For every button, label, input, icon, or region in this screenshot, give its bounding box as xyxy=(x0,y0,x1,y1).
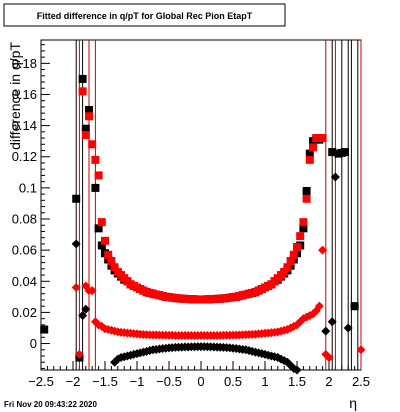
title-frame xyxy=(3,3,286,27)
title-box: Fitted difference in q/pT for Global Rec… xyxy=(3,3,286,27)
y-tick-label: 0.16 xyxy=(12,87,37,102)
square-point xyxy=(107,257,116,266)
diamond-point xyxy=(71,239,81,249)
diamond-point xyxy=(356,345,366,355)
square-point xyxy=(293,243,301,252)
square-point xyxy=(299,218,308,227)
diamond-point xyxy=(78,311,88,321)
diamond-point xyxy=(343,323,353,333)
x-axis-label: η xyxy=(349,395,357,411)
x-tick-label: −0.5 xyxy=(156,374,182,389)
square-point xyxy=(104,250,113,259)
diamond-point xyxy=(318,245,328,255)
square-point xyxy=(88,140,97,149)
diamond-point xyxy=(321,326,331,336)
x-tick-label: 0 xyxy=(197,374,204,389)
square-point xyxy=(91,155,100,164)
diamond-point xyxy=(292,365,302,375)
square-point xyxy=(81,124,90,133)
square-point xyxy=(91,183,100,192)
timestamp-footer: Fri Nov 20 09:43:22 2020 xyxy=(4,400,97,409)
y-tick-label: 0.08 xyxy=(12,212,37,227)
square-point xyxy=(318,134,327,143)
x-tick-label: −2 xyxy=(66,374,81,389)
square-point xyxy=(81,130,90,139)
square-point xyxy=(283,263,292,272)
square-point xyxy=(97,241,106,250)
x-tick-label: −2.5 xyxy=(28,374,54,389)
square-point xyxy=(101,236,109,245)
y-axis: 0 0.02 0.04 0.06 0.08 0.1 0.12 0.14 0.16 0.18 xyxy=(12,44,50,369)
x-tick-label: −1 xyxy=(130,374,145,389)
square-point xyxy=(309,143,317,152)
square-point xyxy=(72,194,81,203)
diamond-point xyxy=(327,317,337,327)
square-point xyxy=(78,74,87,83)
square-point xyxy=(85,112,93,121)
square-point xyxy=(302,194,311,203)
square-point xyxy=(328,148,337,157)
square-point xyxy=(280,267,289,276)
square-point xyxy=(289,250,298,259)
y-tick-label: 0.14 xyxy=(12,118,37,133)
square-point xyxy=(110,263,119,272)
square-point xyxy=(94,171,103,180)
diamond-point xyxy=(74,349,84,359)
y-tick-label: 0 xyxy=(30,336,37,351)
square-point xyxy=(296,232,305,241)
diamond-point xyxy=(324,353,334,363)
square-point xyxy=(305,149,314,158)
square-point xyxy=(40,325,49,334)
x-tick-label: 2.5 xyxy=(352,374,370,389)
data-marks xyxy=(40,40,366,375)
x-tick-label: 1 xyxy=(261,374,268,389)
square-point xyxy=(78,87,87,96)
x-tick-label: −1.5 xyxy=(92,374,118,389)
x-tick-label: 1.5 xyxy=(288,374,306,389)
y-tick-label: 0.18 xyxy=(12,56,37,71)
square-point xyxy=(341,148,349,157)
x-axis: −2.5 −2 −1.5 −1 −0.5 0 0.5 1 1.5 2 2.5 xyxy=(28,361,370,389)
y-tick-label: 0.1 xyxy=(19,180,37,195)
square-point xyxy=(286,257,295,266)
diamond-point xyxy=(314,301,324,311)
diamond-point xyxy=(330,172,340,182)
y-tick-label: 0.02 xyxy=(12,305,37,320)
square-point xyxy=(305,155,314,164)
square-point xyxy=(299,224,308,233)
x-tick-label: 0.5 xyxy=(224,374,242,389)
square-point xyxy=(85,106,93,115)
square-point xyxy=(97,218,106,227)
diamond-point xyxy=(71,283,81,292)
y-axis-label: difference in q/pT xyxy=(7,42,23,150)
y-tick-label: 0.12 xyxy=(12,149,37,164)
y-tick-label: 0.06 xyxy=(12,243,37,258)
y-tick-label: 0.04 xyxy=(12,274,37,289)
x-tick-label: 2 xyxy=(325,374,332,389)
diamond-point xyxy=(81,304,91,314)
square-point xyxy=(302,186,311,195)
diamond-point xyxy=(350,301,360,311)
chart-title: Fitted difference in q/pT for Global Rec… xyxy=(37,11,253,21)
diamond-point xyxy=(87,286,97,296)
square-point xyxy=(94,224,103,233)
